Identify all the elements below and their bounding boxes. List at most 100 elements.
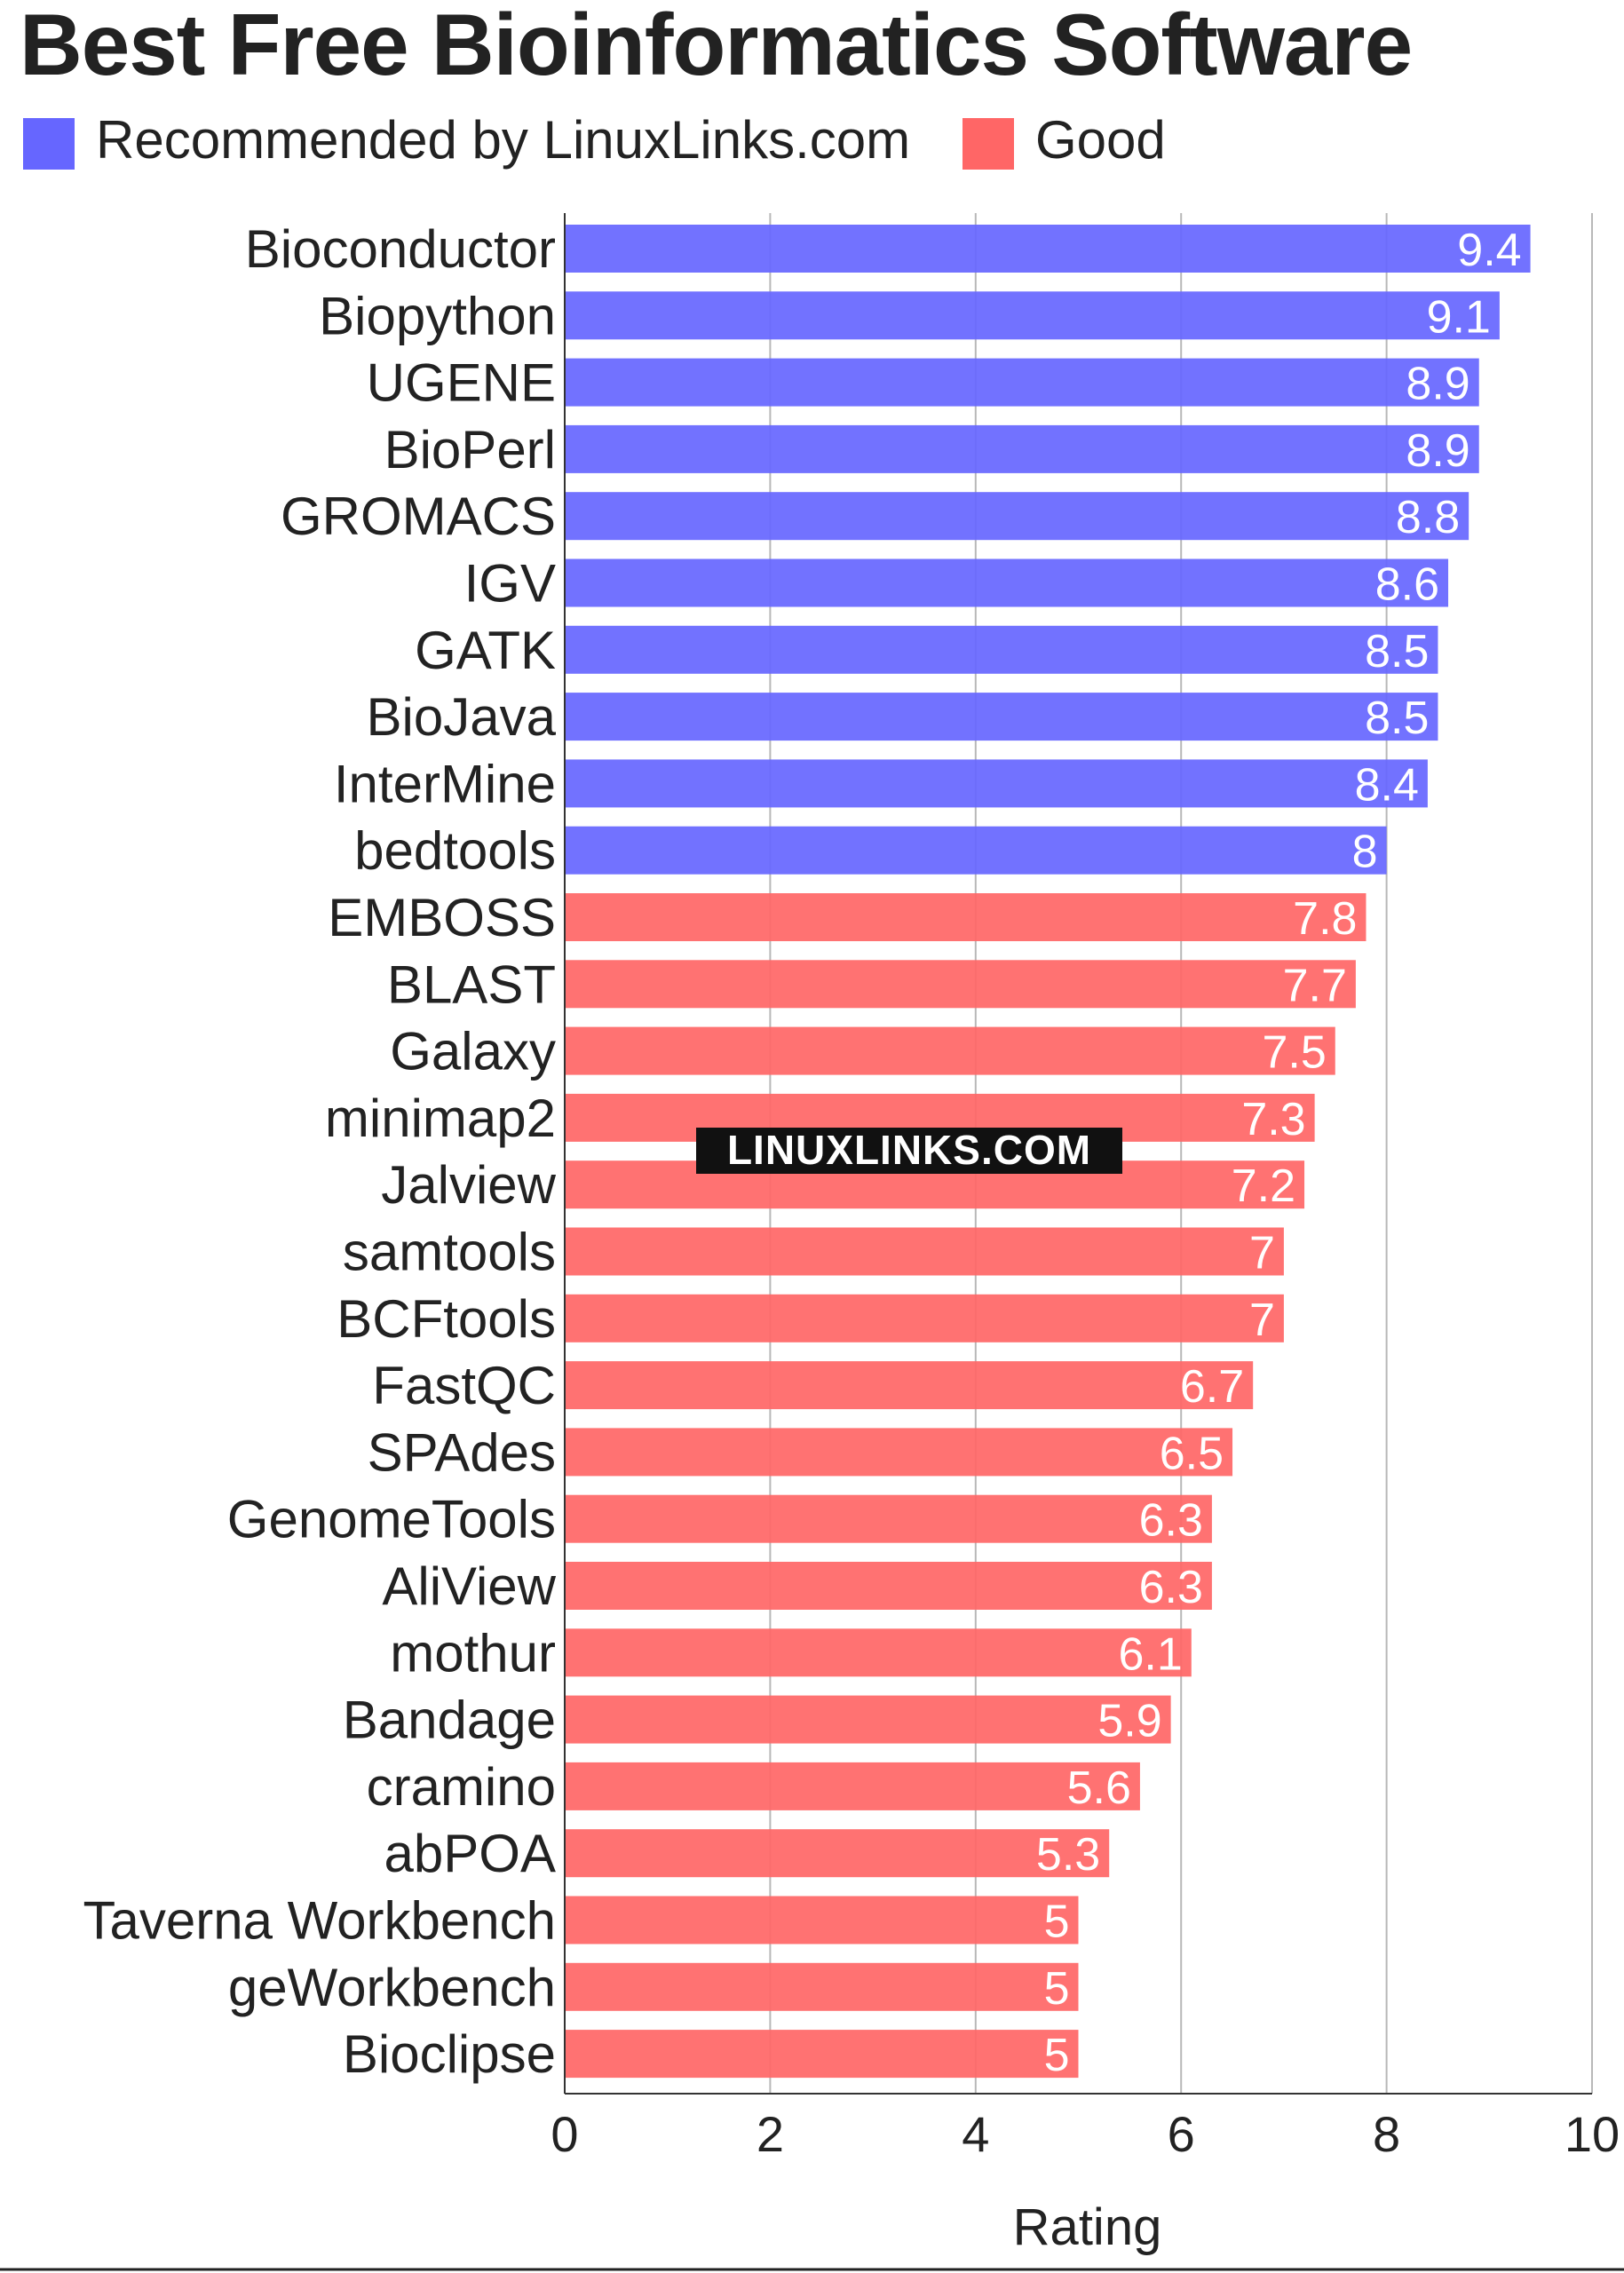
category-label-gatk: GATK (415, 621, 556, 680)
category-labels: Bioconductor Biopython UGENE BioPerl GROMACS… (83, 219, 557, 2084)
value-label-mothur: 6.1 (1118, 1628, 1182, 1680)
value-label-abpoa: 5.3 (1036, 1829, 1100, 1881)
category-label-taverna-workbench: Taverna Workbench (83, 1891, 557, 1951)
bars (565, 225, 1531, 2079)
watermark-text: LINUXLINKS.COM (727, 1127, 1091, 1173)
category-label-cramino: cramino (367, 1757, 556, 1817)
value-label-cramino: 5.6 (1067, 1762, 1131, 1814)
bar-emboss (565, 893, 1367, 941)
value-label-gatk: 8.5 (1365, 626, 1429, 677)
legend-label-recommended-by-linuxlinks-com: Recommended by LinuxLinks.com (96, 110, 910, 170)
value-label-geworkbench: 5 (1044, 1963, 1070, 2015)
value-label-genometools: 6.3 (1139, 1495, 1203, 1547)
bar-ugene (565, 358, 1479, 407)
bar-gatk (565, 625, 1438, 674)
chart-title: Best Free Bioinformatics Software (20, 0, 1413, 93)
value-label-blast: 7.7 (1283, 960, 1347, 1011)
category-label-jalview: Jalview (381, 1155, 556, 1215)
category-label-samtools: samtools (343, 1223, 556, 1282)
x-tick-label-10: 10 (1565, 2106, 1620, 2162)
category-label-gromacs: GROMACS (281, 487, 556, 546)
category-label-intermine: InterMine (334, 754, 556, 813)
category-label-bioperl: BioPerl (384, 420, 556, 479)
value-label-bioconductor: 9.4 (1457, 225, 1521, 276)
bar-bcftools (565, 1294, 1284, 1342)
legend-swatch-recommended-by-linuxlinks-com (23, 118, 75, 170)
category-label-geworkbench: geWorkbench (228, 1958, 556, 2017)
x-axis: 0 2 4 6 8 10 Rating (551, 213, 1620, 2256)
category-label-igv: IGV (464, 554, 556, 614)
category-label-abpoa: abPOA (384, 1824, 556, 1883)
bar-igv (565, 558, 1449, 607)
bar-galaxy (565, 1026, 1335, 1075)
value-label-intermine: 8.4 (1355, 759, 1419, 811)
category-label-bioclipse: Bioclipse (343, 2024, 556, 2084)
value-label-galaxy: 7.5 (1262, 1027, 1326, 1079)
category-label-biojava: BioJava (367, 687, 557, 747)
bar-gromacs (565, 492, 1470, 541)
bar-biopython (565, 291, 1500, 340)
value-label-bcftools: 7 (1249, 1295, 1275, 1346)
bar-bedtools (565, 826, 1387, 875)
category-label-fastqc: FastQC (372, 1356, 556, 1415)
value-label-samtools: 7 (1249, 1228, 1275, 1279)
category-label-bandage: Bandage (343, 1691, 556, 1750)
value-label-aliview: 6.3 (1139, 1562, 1203, 1613)
category-label-mothur: mothur (390, 1623, 556, 1683)
bar-intermine (565, 759, 1428, 808)
category-label-bioconductor: Bioconductor (245, 219, 556, 279)
x-tick-label-8: 8 (1373, 2106, 1400, 2162)
legend: Recommended by LinuxLinks.com Good (23, 110, 1166, 170)
x-tick-label-2: 2 (757, 2106, 784, 2162)
category-label-spades: SPAdes (368, 1422, 556, 1482)
bar-blast (565, 960, 1356, 1009)
value-label-biojava: 8.5 (1365, 693, 1429, 744)
value-label-fastqc: 6.7 (1180, 1361, 1244, 1413)
x-tick-label-0: 0 (551, 2106, 578, 2162)
bar-aliview (565, 1562, 1212, 1610)
value-label-gromacs: 8.8 (1396, 492, 1460, 543)
value-label-bedtools: 8 (1352, 827, 1378, 878)
watermark-box (696, 1128, 1122, 1174)
bar-bioperl (565, 424, 1479, 473)
value-label-jalview: 7.2 (1232, 1160, 1295, 1212)
bar-bioconductor (565, 225, 1531, 273)
bar-abpoa (565, 1829, 1110, 1878)
bar-samtools (565, 1227, 1284, 1276)
value-label-bioperl: 8.9 (1406, 425, 1470, 477)
x-tick-label-4: 4 (962, 2106, 989, 2162)
category-label-minimap2: minimap2 (325, 1089, 556, 1148)
watermark: LINUXLINKS.COM (696, 1127, 1122, 1174)
bar-mothur (565, 1628, 1192, 1677)
value-label-spades: 6.5 (1160, 1428, 1224, 1479)
bar-geworkbench (565, 1962, 1079, 2011)
category-label-genometools: GenomeTools (227, 1490, 556, 1549)
value-label-taverna-workbench: 5 (1044, 1897, 1070, 1948)
bar-bandage (565, 1695, 1171, 1744)
bar-bioclipse (565, 2030, 1079, 2079)
legend-swatch-good (963, 118, 1014, 170)
value-label-minimap2: 7.3 (1241, 1094, 1305, 1145)
category-label-emboss: EMBOSS (328, 888, 556, 947)
bar-taverna-workbench (565, 1896, 1079, 1944)
value-label-bioclipse: 5 (1044, 2030, 1070, 2081)
category-label-biopython: Biopython (319, 286, 556, 345)
value-label-ugene: 8.9 (1406, 359, 1470, 410)
bar-biojava (565, 693, 1438, 741)
category-label-aliview: AliView (382, 1556, 556, 1616)
category-label-bcftools: BCFtools (337, 1289, 556, 1349)
bar-fastqc (565, 1361, 1254, 1410)
category-label-galaxy: Galaxy (390, 1022, 556, 1081)
value-label-bandage: 5.9 (1097, 1696, 1161, 1747)
value-label-igv: 8.6 (1375, 559, 1439, 611)
bar-spades (565, 1428, 1233, 1477)
category-label-bedtools: bedtools (354, 821, 556, 881)
bar-genometools (565, 1494, 1212, 1543)
value-label-biopython: 9.1 (1427, 291, 1491, 343)
category-label-blast: BLAST (387, 954, 556, 1014)
x-axis-title: Rating (1013, 2198, 1162, 2256)
legend-label-good: Good (1035, 110, 1166, 170)
x-tick-label-6: 6 (1168, 2106, 1195, 2162)
value-label-emboss: 7.8 (1293, 893, 1357, 945)
